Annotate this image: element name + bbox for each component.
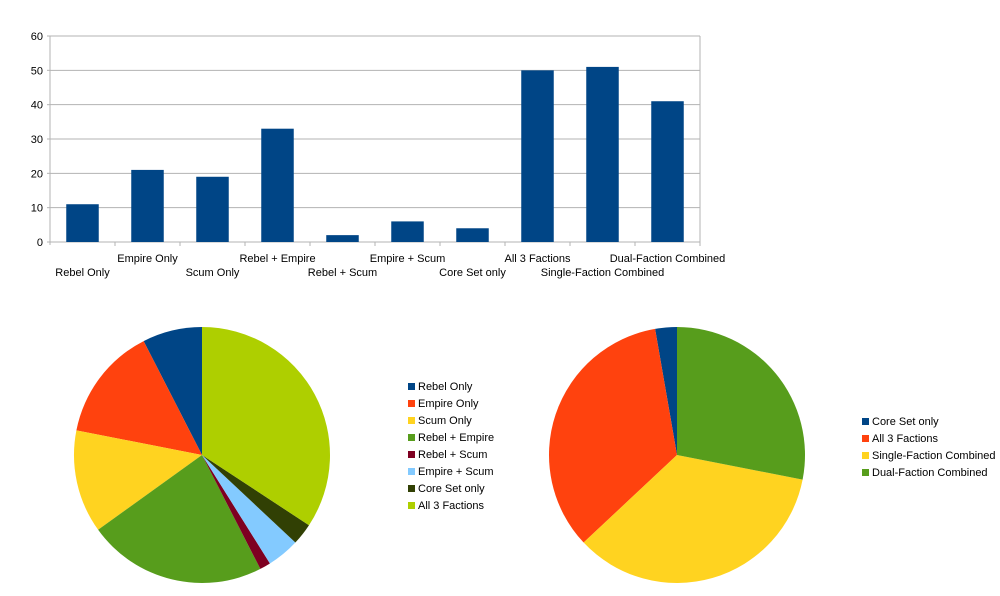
legend-swatch	[408, 383, 415, 390]
y-tick-label: 50	[31, 65, 43, 77]
x-tick-label: Dual-Faction Combined	[610, 253, 726, 265]
legend-label: Rebel Only	[418, 381, 473, 393]
legend-label: Core Set only	[418, 483, 485, 495]
legend-swatch	[408, 434, 415, 441]
y-tick-label: 10	[31, 203, 43, 215]
legend-swatch	[408, 417, 415, 424]
bar-0	[66, 204, 99, 242]
x-tick-label: Core Set only	[439, 267, 506, 279]
pie-slice-1	[76, 341, 202, 455]
bar-9	[651, 101, 684, 242]
pie-slice-3	[677, 327, 805, 480]
pie-slice-2	[74, 430, 202, 530]
legend-label: All 3 Factions	[418, 500, 485, 512]
y-tick-label: 40	[31, 100, 43, 112]
legend-swatch	[408, 468, 415, 475]
x-tick-label: All 3 Factions	[504, 253, 571, 265]
x-tick-label: Empire Only	[117, 253, 178, 265]
bar-6	[456, 228, 489, 242]
legend-swatch	[408, 400, 415, 407]
bar-7	[521, 70, 554, 242]
legend-label: Empire Only	[418, 398, 479, 410]
pie-slice-3	[98, 455, 261, 583]
y-tick-label: 0	[37, 237, 43, 249]
pie-slice-4	[202, 455, 270, 569]
legend-label: Single-Faction Combined	[872, 450, 996, 462]
x-tick-label: Rebel + Empire	[239, 253, 315, 265]
x-tick-label: Rebel Only	[55, 267, 110, 279]
legend-label: Scum Only	[418, 415, 472, 427]
pie-slice-0	[655, 327, 677, 455]
bar-3	[261, 128, 294, 242]
legend-label: Core Set only	[872, 416, 939, 428]
pie-slice-1	[549, 328, 677, 543]
legend-swatch	[862, 452, 869, 459]
legend-swatch	[408, 502, 415, 509]
y-tick-label: 60	[31, 31, 43, 43]
legend-label: Rebel + Scum	[418, 449, 487, 461]
legend-swatch	[408, 485, 415, 492]
bar-1	[131, 169, 164, 242]
pie-slice-7	[202, 327, 330, 526]
bar-8	[586, 66, 619, 243]
bar-4	[326, 235, 359, 242]
x-tick-label: Empire + Scum	[370, 253, 446, 265]
legend-label: Rebel + Empire	[418, 432, 494, 444]
pie-slice-5	[202, 455, 296, 564]
bar-5	[391, 221, 424, 242]
x-tick-label: Single-Faction Combined	[541, 267, 665, 279]
x-tick-label: Rebel + Scum	[308, 267, 377, 279]
legend-swatch	[408, 451, 415, 458]
y-tick-label: 30	[31, 134, 43, 146]
legend-label: Empire + Scum	[418, 466, 494, 478]
legend-swatch	[862, 418, 869, 425]
pie-slice-0	[143, 327, 202, 455]
pie-slice-6	[202, 455, 309, 543]
legend-swatch	[862, 469, 869, 476]
pie-slice-2	[583, 455, 803, 583]
legend-label: All 3 Factions	[872, 433, 939, 445]
x-tick-label: Scum Only	[186, 267, 240, 279]
y-tick-label: 20	[31, 168, 43, 180]
legend-label: Dual-Faction Combined	[872, 467, 988, 479]
legend-swatch	[862, 435, 869, 442]
bar-2	[196, 176, 229, 242]
